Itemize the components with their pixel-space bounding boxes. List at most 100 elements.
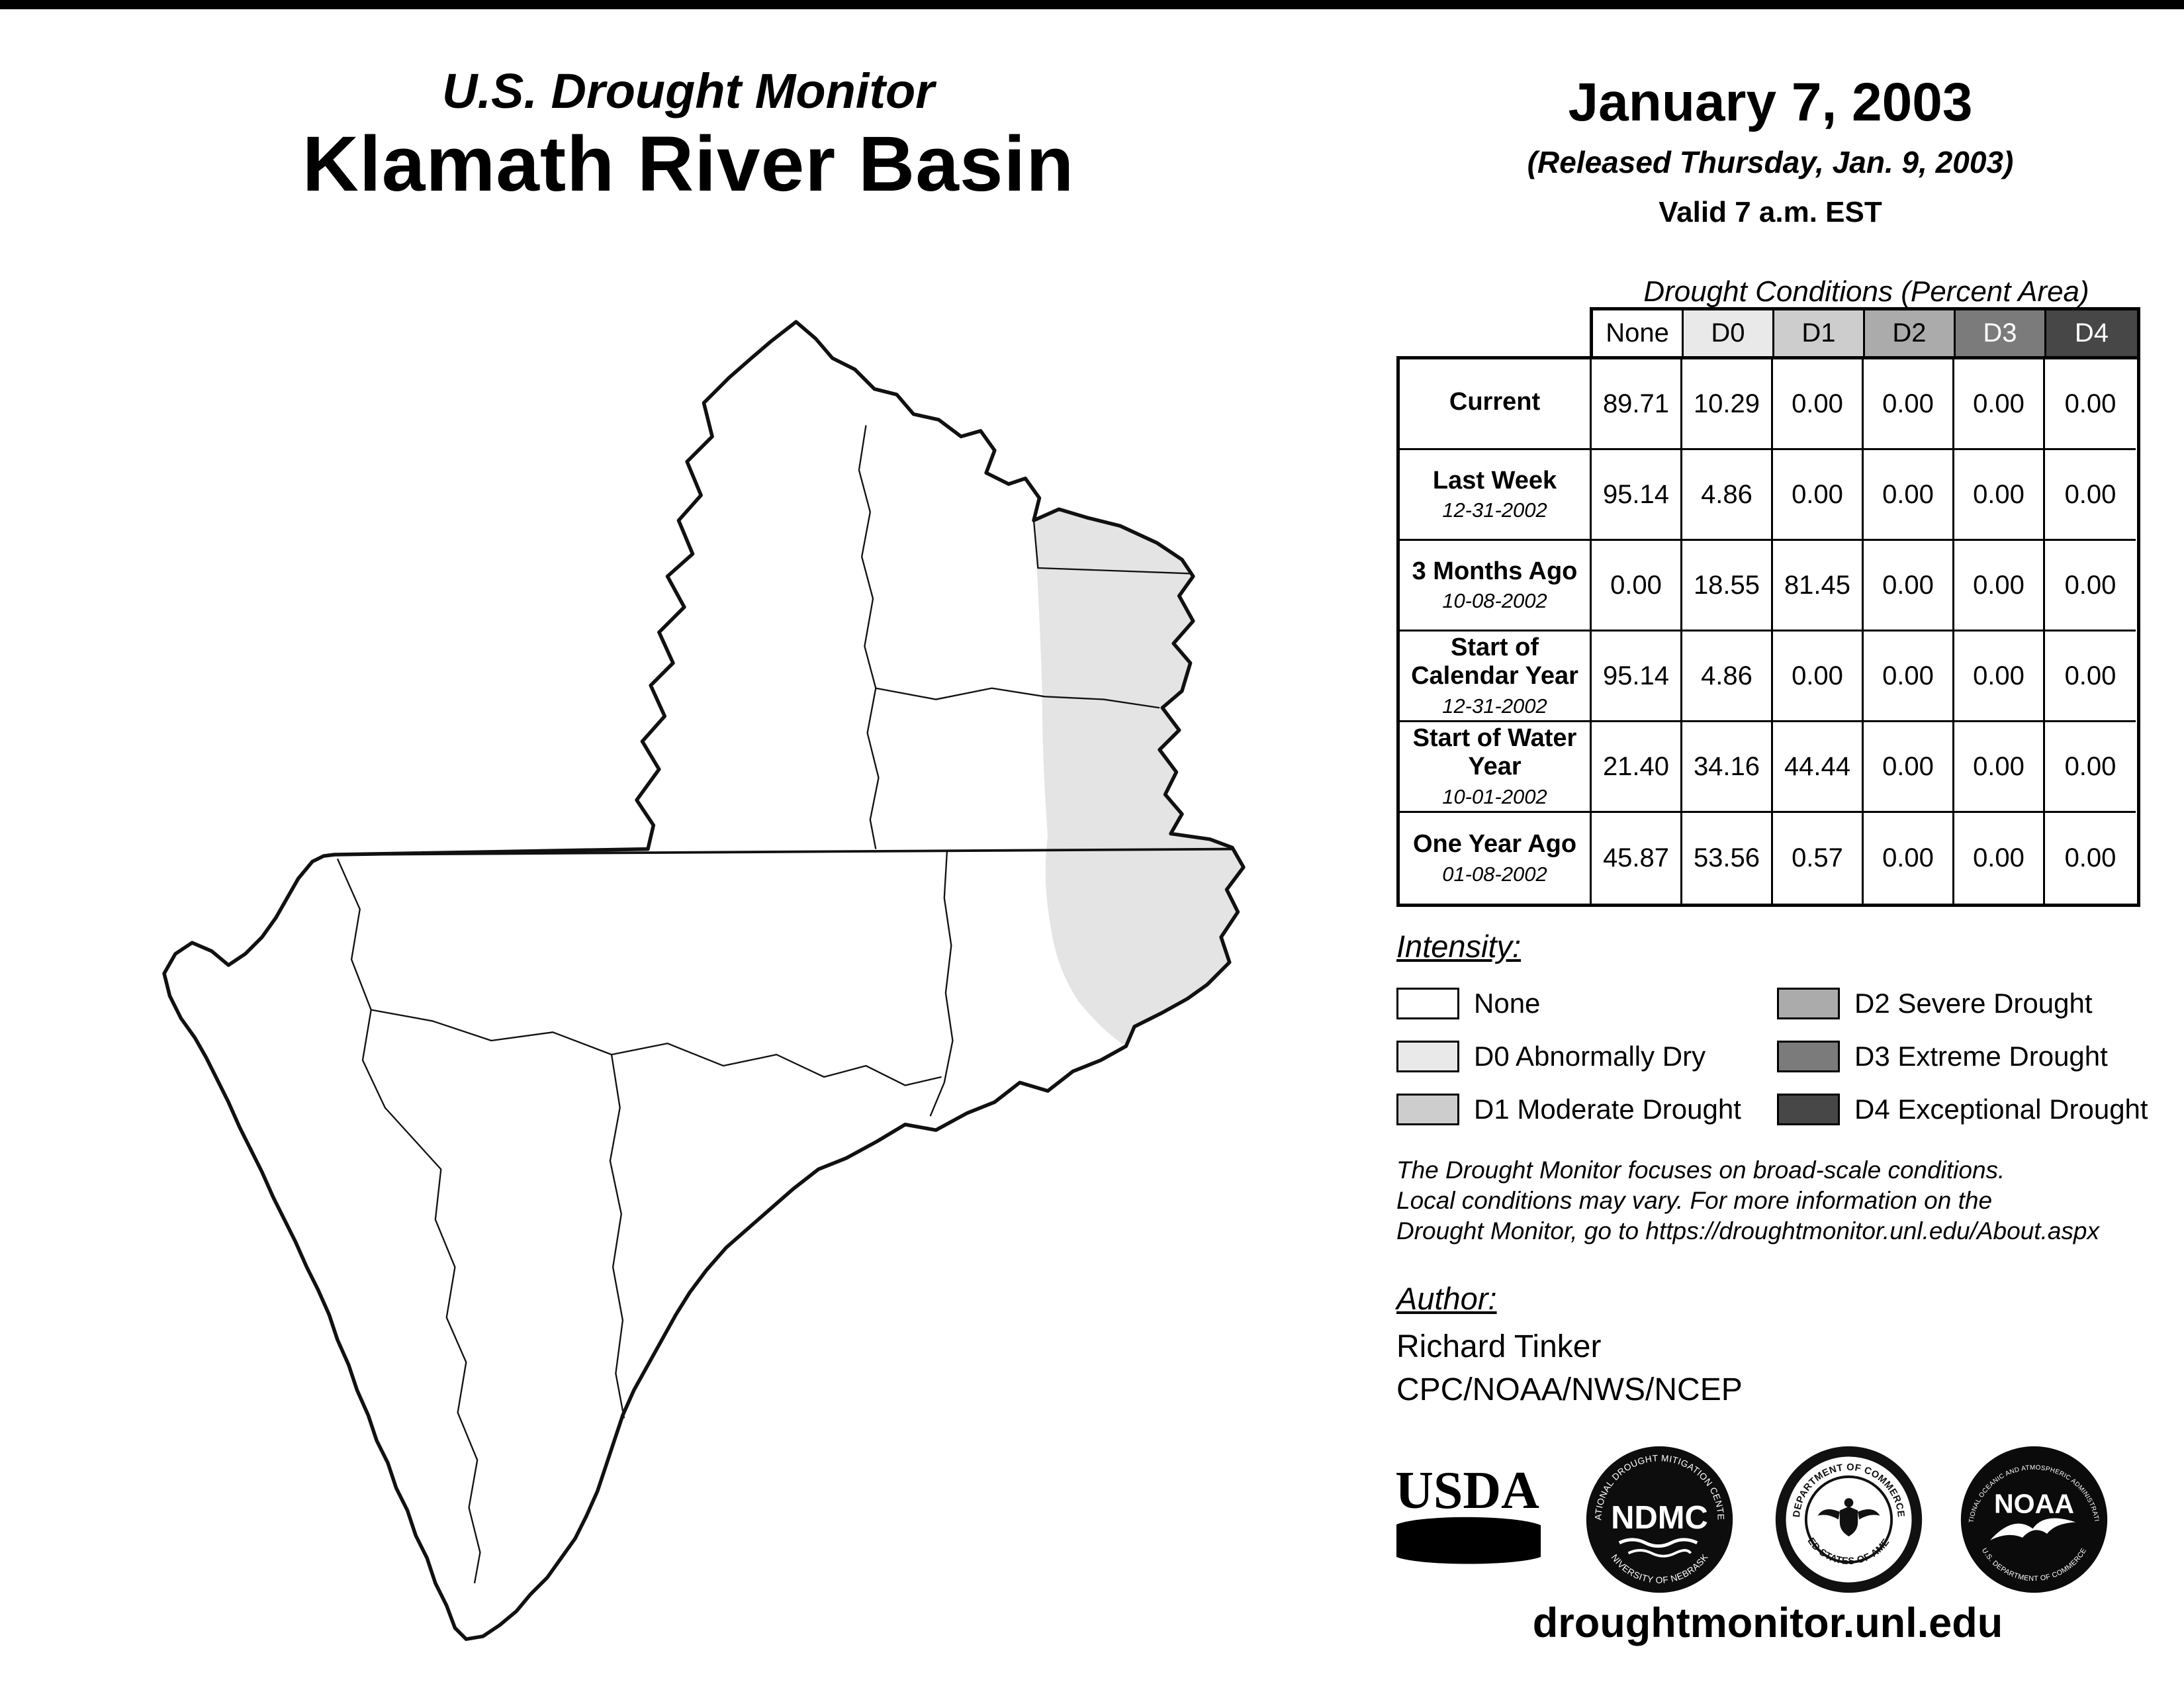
noaa-seagull-icon (1989, 1518, 2076, 1540)
row-label: Last Week 12-31-2002 (1400, 450, 1592, 541)
table-cell: 0.00 (2045, 632, 2136, 722)
report-region-title: Klamath River Basin (302, 120, 1075, 208)
noaa-logo: NATIONAL OCEANIC AND ATMOSPHERIC ADMINIS… (1954, 1436, 2112, 1601)
row-name: One Year Ago (1412, 830, 1577, 859)
intensity-legend: None D0 Abnormally Dry D1 Moderate Droug… (1396, 977, 2148, 1136)
table-cell: 0.00 (1864, 722, 1954, 813)
disclaimer-line: Drought Monitor, go to https://droughtmo… (1396, 1217, 2099, 1244)
legend-item-d0: D0 Abnormally Dry (1396, 1030, 1777, 1083)
table-cell: 81.45 (1773, 541, 1864, 632)
row-label: Start of Calendar Year 12-31-2002 (1400, 632, 1592, 722)
row-label: One Year Ago 01-08-2002 (1400, 813, 1592, 904)
legend-item-none: None (1396, 977, 1777, 1030)
legend-swatch-d0 (1396, 1041, 1459, 1072)
column-header-d0: D0 (1684, 310, 1774, 356)
legend-swatch-none (1396, 988, 1459, 1019)
author-organization: CPC/NOAA/NWS/NCEP (1396, 1372, 1743, 1407)
legend-item-d4: D4 Exceptional Drought (1777, 1083, 2148, 1136)
table-cell: 0.00 (2045, 359, 2136, 450)
doc-eagle-emblem (1817, 1498, 1880, 1536)
table-body: Current 89.71 10.29 0.00 0.00 0.00 0.00 … (1396, 356, 2140, 907)
release-date: (Released Thursday, Jan. 9, 2003) (1527, 145, 2014, 179)
commerce-seal-svg: DEPARTMENT OF COMMERCE UNITED STATES OF … (1767, 1434, 1923, 1593)
table-cell: 0.00 (2064, 843, 2116, 872)
ndmc-logo: NATIONAL DROUGHT MITIGATION CENTER NDMC … (1578, 1434, 1737, 1601)
table-cell: 0.00 (1773, 450, 1864, 541)
disclaimer-text: The Drought Monitor focuses on broad-sca… (1396, 1155, 2099, 1246)
row-name: Start of Water Year (1412, 724, 1577, 780)
row-label: Current (1400, 359, 1592, 450)
table-cell: 95.14 (1592, 450, 1682, 541)
ndmc-wave (1627, 1549, 1692, 1558)
table-cell: 0.57 (1773, 813, 1864, 904)
disclaimer-line: Local conditions may vary. For more info… (1396, 1187, 1993, 1214)
legend-item-d3: D3 Extreme Drought (1777, 1030, 2148, 1083)
row-name: Last Week (1432, 466, 1557, 494)
usda-logo: USDA (1390, 1462, 1545, 1572)
column-header-d2: D2 (1865, 310, 1956, 356)
table-cell: 34.16 (1682, 722, 1773, 813)
noaa-logo-text: NOAA (1994, 1489, 2074, 1519)
table-cell: 10.29 (1682, 359, 1773, 450)
legend-swatch-d4 (1777, 1094, 1840, 1125)
usda-swoosh (1396, 1517, 1541, 1564)
report-program-title: U.S. Drought Monitor (442, 64, 934, 118)
ndmc-circle (1586, 1446, 1733, 1593)
table-cell: 0.00 (1773, 632, 1864, 722)
row-label: Start of Water Year 10-01-2002 (1400, 722, 1592, 813)
basin-map-svg (162, 320, 1246, 1641)
table-cell: 4.86 (1682, 632, 1773, 722)
table-cell: 0.00 (1954, 541, 2045, 632)
date-block: January 7, 2003 (Released Thursday, Jan.… (1403, 71, 2138, 229)
legend-item-d2: D2 Severe Drought (1777, 977, 2148, 1030)
row-date: 12-31-2002 (1442, 694, 1547, 718)
valid-time: Valid 7 a.m. EST (1659, 196, 1882, 228)
table-cell: 0.00 (1864, 450, 1954, 541)
table-cell: 0.00 (1954, 813, 2045, 904)
row-name: Start of Calendar Year (1411, 633, 1578, 690)
table-cell: 0.00 (1954, 450, 2045, 541)
table-header-row: None D0 D1 D2 D3 D4 (1590, 307, 2140, 356)
table-cell: 0.00 (2045, 450, 2136, 541)
row-date: 01-08-2002 (1442, 862, 1547, 886)
table-cell: 0.00 (1864, 541, 1954, 632)
table-cell: 53.56 (1682, 813, 1773, 904)
table-cell: 0.00 (1954, 632, 2045, 722)
d0-drought-region (1034, 509, 1244, 1047)
author-heading: Author: (1396, 1281, 1497, 1316)
drought-conditions-table: None D0 D1 D2 D3 D4 Current 89.71 10.29 … (1396, 307, 2140, 907)
table-cell: 0.00 (2045, 722, 2136, 813)
column-header-none: None (1593, 310, 1684, 356)
column-header-d1: D1 (1774, 310, 1865, 356)
ndmc-wave (1618, 1538, 1698, 1548)
author-name: Richard Tinker (1396, 1329, 1602, 1364)
website-url: droughtmonitor.unl.edu (1532, 1600, 2003, 1646)
table-cell: 0.00 (2045, 541, 2136, 632)
table-title: Drought Conditions (Percent Area) (1643, 275, 2089, 308)
table-cell: 21.40 (1592, 722, 1682, 813)
table-cell: 0.00 (1864, 813, 1954, 904)
usda-logo-svg: USDA (1395, 1462, 1541, 1564)
legend-item-d1: D1 Moderate Drought (1396, 1083, 1777, 1136)
legend-swatch-d2 (1777, 988, 1840, 1019)
author-block: Author: Richard Tinker CPC/NOAA/NWS/NCEP (1396, 1280, 1743, 1408)
table-cell: 0.00 (1592, 541, 1682, 632)
basin-area (164, 322, 1244, 1640)
table-cell: 18.55 (1682, 541, 1773, 632)
ndmc-logo-svg: NATIONAL DROUGHT MITIGATION CENTER NDMC … (1578, 1434, 1733, 1593)
noaa-logo-svg: NATIONAL OCEANIC AND ATMOSPHERIC ADMINIS… (1954, 1436, 2108, 1593)
table-cell: 0.00 (1864, 359, 1954, 450)
row-label: 3 Months Ago 10-08-2002 (1400, 541, 1592, 632)
table-cell: 4.86 (1682, 450, 1773, 541)
legend-swatch-d3 (1777, 1041, 1840, 1072)
top-border (0, 0, 2184, 9)
table-cell: 45.87 (1592, 813, 1682, 904)
row-date: 10-08-2002 (1442, 589, 1547, 613)
table-cell: 95.14 (1592, 632, 1682, 722)
disclaimer-line: The Drought Monitor focuses on broad-sca… (1396, 1156, 2005, 1184)
table-cell: 0.00 (1954, 359, 2045, 450)
table-cell: 44.44 (1773, 722, 1864, 813)
row-date: 12-31-2002 (1442, 498, 1547, 522)
noaa-circle (1960, 1446, 2108, 1593)
county-boundaries (336, 425, 1191, 1583)
